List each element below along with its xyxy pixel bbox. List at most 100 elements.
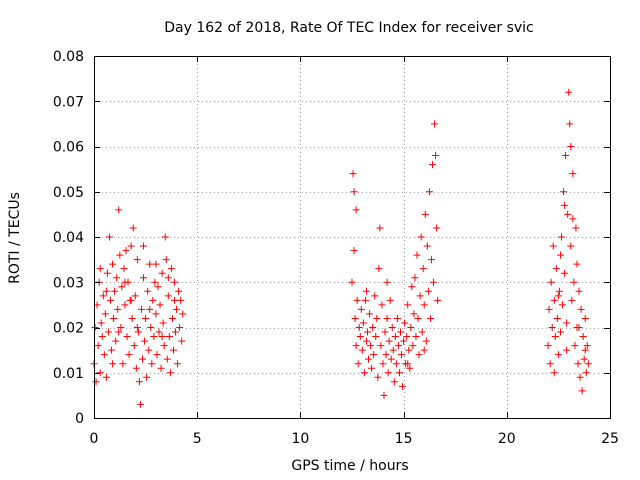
data-point <box>172 328 180 336</box>
data-point <box>164 292 172 300</box>
data-point <box>120 265 128 273</box>
data-point <box>388 324 396 331</box>
data-point <box>140 274 148 282</box>
data-point <box>176 324 184 331</box>
y-tick-label: 0.06 <box>53 140 84 156</box>
data-point <box>161 233 169 241</box>
data-point <box>97 319 105 327</box>
data-point <box>409 342 417 350</box>
x-tick-label: 25 <box>601 431 619 447</box>
data-point <box>363 328 371 336</box>
data-point <box>411 274 419 282</box>
data-point <box>399 382 407 390</box>
data-point <box>129 224 137 232</box>
data-point <box>571 342 579 350</box>
data-point <box>162 256 170 264</box>
data-point <box>566 120 574 128</box>
data-point <box>372 333 380 341</box>
data-point <box>125 351 133 359</box>
data-point <box>569 170 577 178</box>
data-point <box>100 351 108 359</box>
data-point <box>549 242 557 250</box>
data-point <box>109 360 117 368</box>
data-point <box>147 324 155 331</box>
data-point <box>96 265 104 273</box>
data-point <box>412 333 420 341</box>
data-point <box>545 305 553 313</box>
data-point <box>368 364 376 372</box>
data-point <box>105 233 113 241</box>
data-point <box>393 314 401 322</box>
data-point <box>366 310 374 318</box>
data-point <box>128 314 136 322</box>
data-point <box>134 328 142 336</box>
data-point <box>155 328 163 336</box>
data-point <box>431 120 439 128</box>
data-point <box>387 355 395 363</box>
data-point <box>555 287 563 295</box>
data-point <box>574 360 582 368</box>
data-point <box>575 324 583 331</box>
data-point <box>116 251 124 259</box>
data-point <box>146 260 154 268</box>
data-point <box>572 224 580 232</box>
data-point <box>115 206 123 214</box>
data-point <box>350 247 358 255</box>
data-point <box>380 391 388 399</box>
data-point <box>425 188 433 196</box>
data-point <box>547 278 555 286</box>
data-point <box>145 346 153 354</box>
data-point <box>170 296 178 304</box>
data-point <box>152 310 160 318</box>
y-tick-label: 0.07 <box>53 94 84 110</box>
data-point <box>101 310 109 318</box>
data-point <box>355 324 363 331</box>
data-point <box>159 319 167 327</box>
data-point <box>118 283 126 291</box>
data-point <box>146 305 154 313</box>
axis-ticks <box>94 56 611 419</box>
y-axis-label: ROTI / TECUs <box>7 192 23 284</box>
data-point <box>408 283 416 291</box>
chart-title: Day 162 of 2018, Rate Of TEC Index for r… <box>164 20 534 36</box>
data-point <box>544 342 552 350</box>
data-point <box>121 278 129 286</box>
data-point <box>405 346 413 354</box>
data-point <box>163 355 171 363</box>
data-point <box>348 278 356 286</box>
data-point <box>165 333 173 341</box>
data-point <box>164 274 172 282</box>
data-point <box>362 337 370 345</box>
data-point <box>160 342 168 350</box>
y-tick-label: 0.04 <box>53 230 84 246</box>
y-tick-label: 0.01 <box>53 366 84 382</box>
data-point <box>133 256 141 264</box>
data-point <box>413 251 421 259</box>
data-point <box>137 305 145 313</box>
data-point <box>577 305 585 313</box>
data-point <box>410 310 418 318</box>
data-point <box>117 324 125 331</box>
data-point <box>434 296 442 304</box>
data-point <box>151 278 159 286</box>
data-point <box>581 314 589 322</box>
y-tick-label: 0.03 <box>53 275 84 291</box>
data-point <box>379 360 387 368</box>
data-point <box>123 333 131 341</box>
x-axis-label: GPS time / hours <box>291 458 408 474</box>
data-point <box>383 314 391 322</box>
y-tick-label: 0.05 <box>53 185 84 201</box>
data-point <box>390 378 398 386</box>
data-point <box>136 400 144 408</box>
data-point <box>561 201 569 209</box>
data-point <box>382 351 390 359</box>
data-point <box>563 319 571 327</box>
data-point <box>119 360 127 368</box>
data-point <box>173 305 181 313</box>
data-point <box>570 278 578 286</box>
data-point <box>553 314 561 322</box>
data-point <box>111 287 119 295</box>
data-point <box>179 310 187 318</box>
data-point <box>178 337 186 345</box>
data-point <box>361 296 369 304</box>
